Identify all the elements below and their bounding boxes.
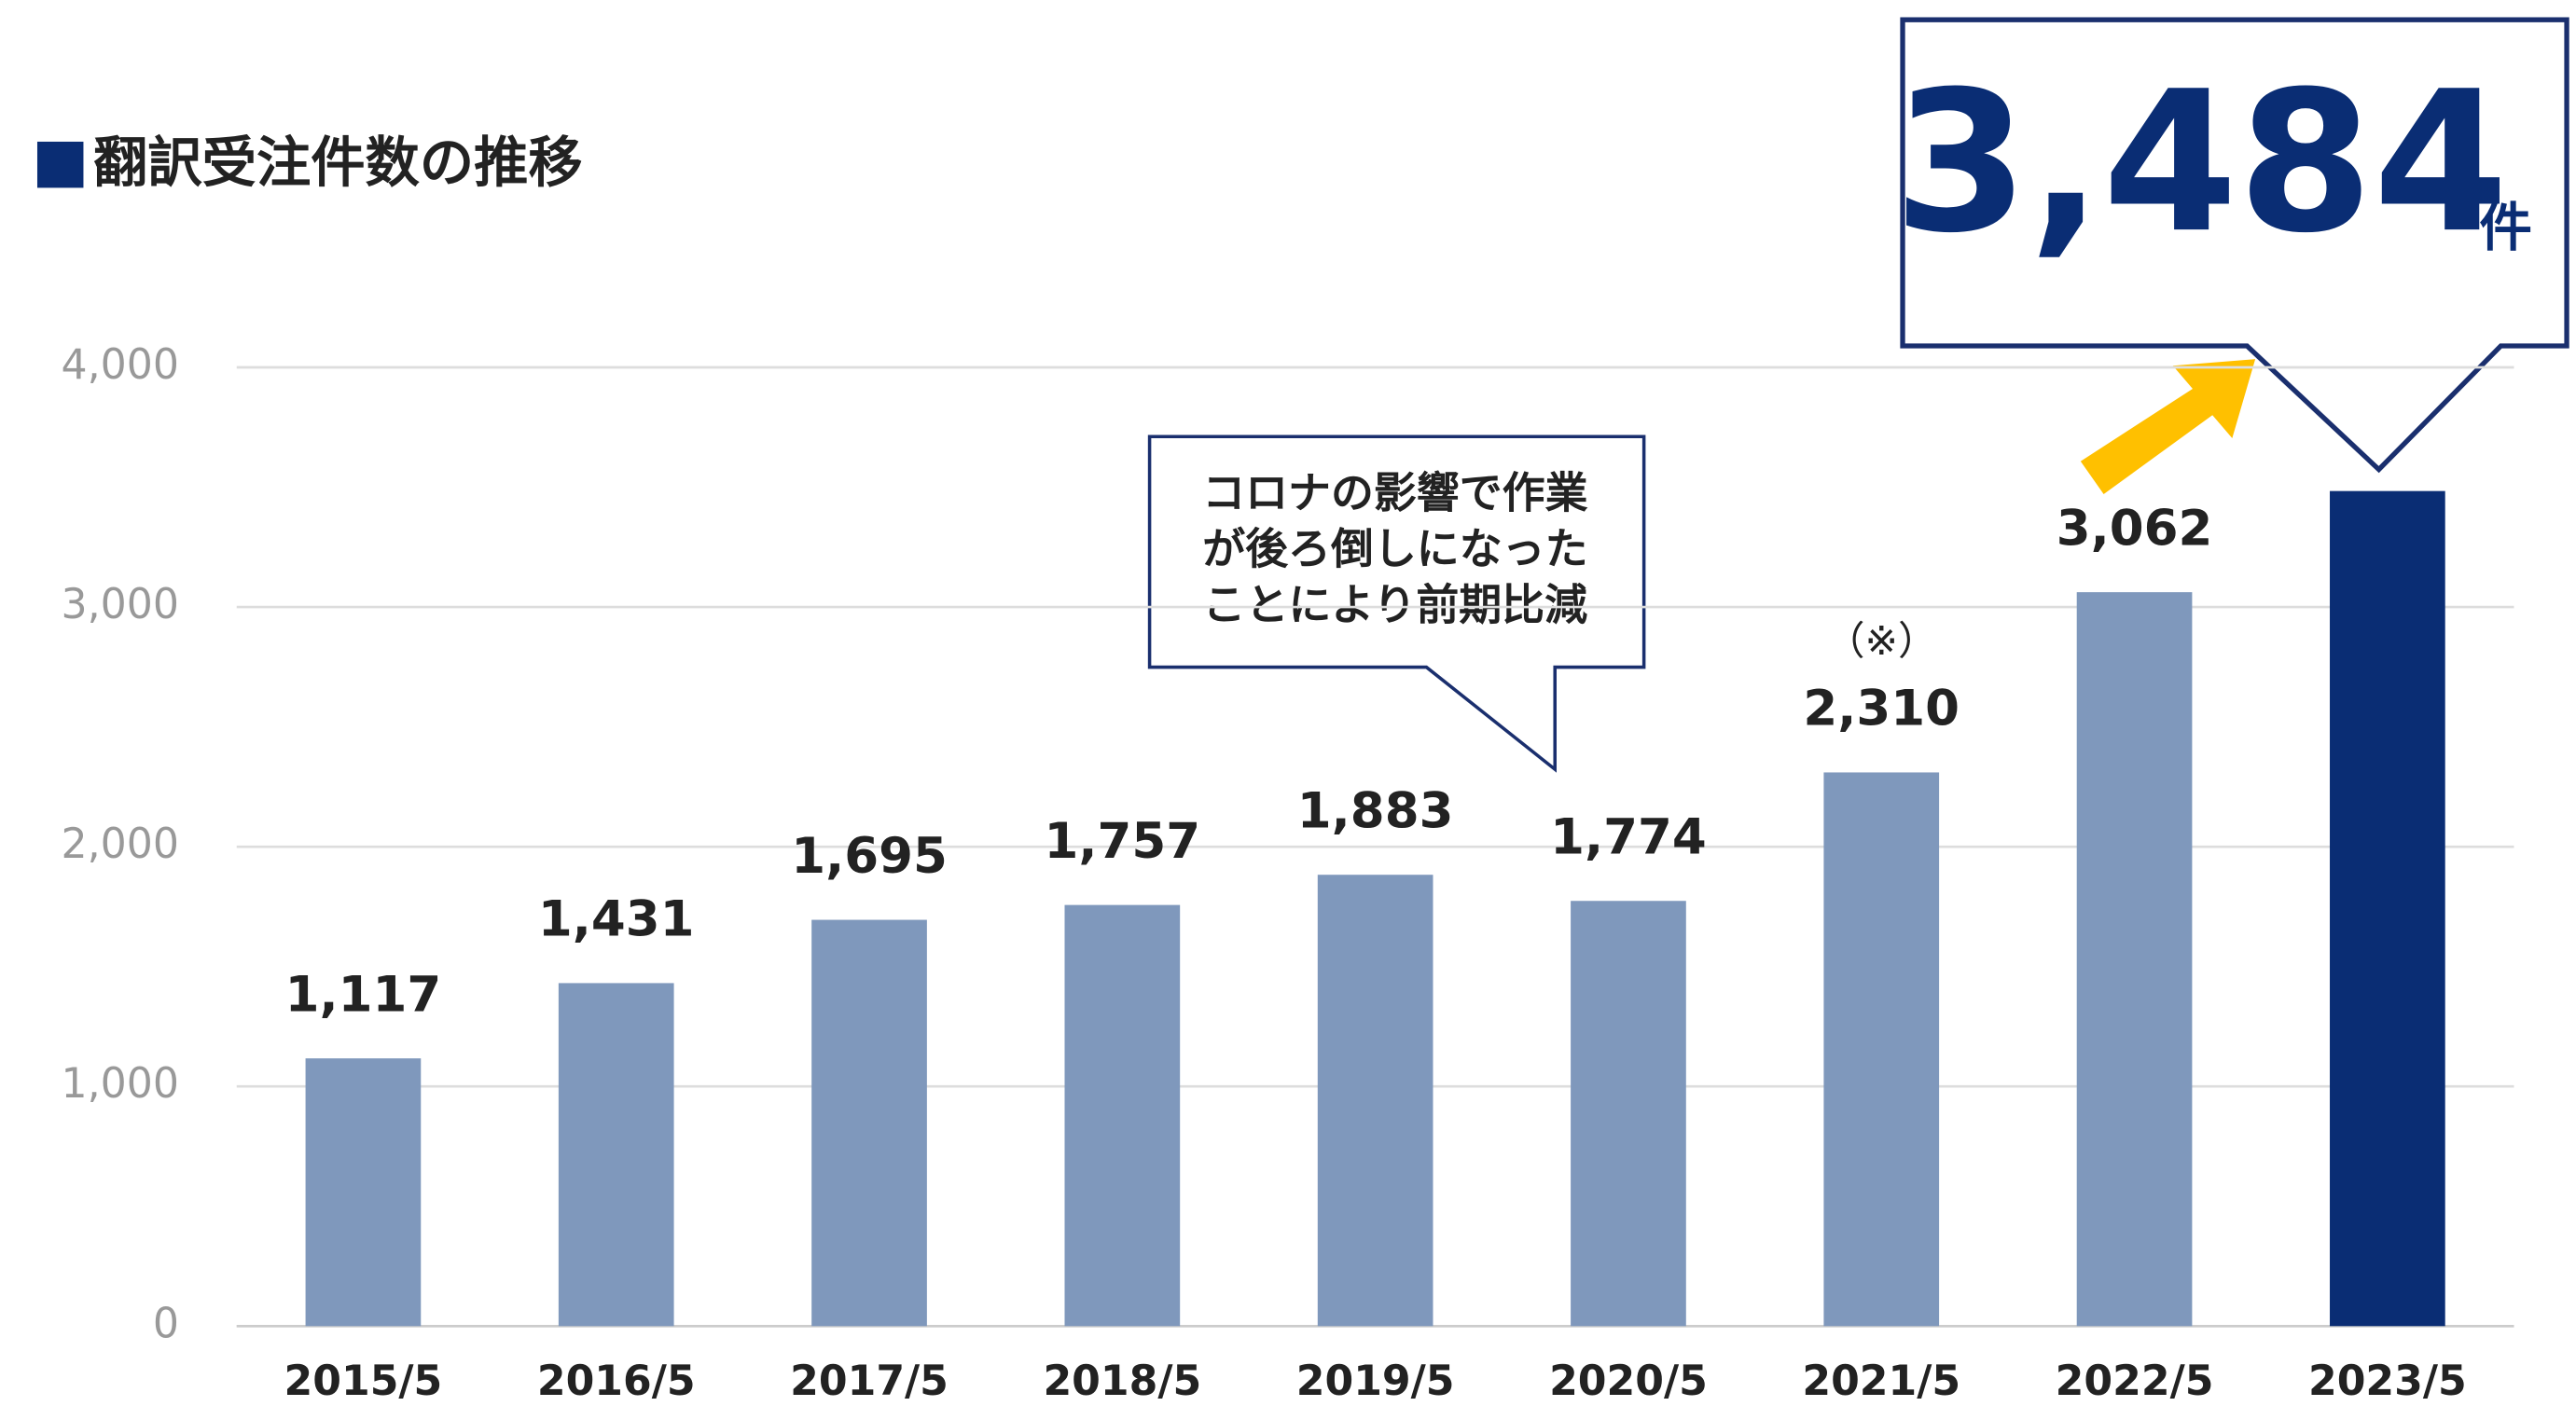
value-label: 3,062 bbox=[2057, 500, 2213, 557]
bar bbox=[305, 1058, 422, 1327]
x-tick-label: 2019/5 bbox=[1296, 1358, 1455, 1405]
value-label: 2,310 bbox=[1803, 681, 1960, 738]
x-tick-label: 2021/5 bbox=[1802, 1358, 1960, 1405]
bar bbox=[558, 983, 674, 1327]
callout-box bbox=[1147, 434, 1646, 773]
note: （※） bbox=[1825, 618, 1937, 664]
y-tick-label: 1,000 bbox=[62, 1060, 179, 1108]
value-label: 1,883 bbox=[1297, 782, 1454, 839]
y-tick-label: 2,000 bbox=[62, 820, 179, 868]
x-tick-label: 2017/5 bbox=[790, 1358, 949, 1405]
chart-title: 翻訳受注件数の推移 bbox=[93, 131, 583, 195]
highlight-unit: 件 bbox=[2479, 198, 2532, 258]
bar bbox=[2076, 592, 2193, 1327]
title-marker bbox=[36, 141, 84, 188]
y-tick-label: 4,000 bbox=[62, 341, 179, 389]
callout-line: コロナの影響で作業 bbox=[1202, 467, 1587, 517]
bar bbox=[811, 919, 927, 1327]
bar bbox=[1571, 901, 1686, 1327]
value-label: 1,431 bbox=[538, 891, 695, 948]
x-tick-label: 2023/5 bbox=[2308, 1358, 2467, 1405]
x-tick-label: 2022/5 bbox=[2056, 1358, 2214, 1405]
bar bbox=[1823, 772, 1940, 1327]
highlight-box bbox=[1900, 17, 2569, 474]
callout-line: が後ろ倒しになった bbox=[1202, 523, 1587, 573]
y-tick-label: 0 bbox=[153, 1300, 179, 1347]
bar bbox=[2330, 490, 2445, 1327]
bar bbox=[1317, 875, 1433, 1327]
x-tick-label: 2018/5 bbox=[1043, 1358, 1201, 1405]
x-tick-label: 2016/5 bbox=[537, 1358, 696, 1405]
highlight-value: 3,484 bbox=[1893, 49, 2508, 276]
callout-line: ことにより前期比減 bbox=[1203, 579, 1587, 629]
growth-arrow bbox=[2080, 359, 2256, 495]
x-tick-label: 2015/5 bbox=[284, 1358, 443, 1405]
y-tick-label: 3,000 bbox=[62, 581, 179, 628]
x-tick-label: 2020/5 bbox=[1549, 1358, 1708, 1405]
value-label: 1,695 bbox=[791, 828, 948, 885]
value-label: 1,774 bbox=[1550, 809, 1707, 866]
value-label: 1,117 bbox=[285, 966, 442, 1023]
value-label: 1,757 bbox=[1045, 813, 1201, 870]
bar bbox=[1064, 904, 1181, 1327]
